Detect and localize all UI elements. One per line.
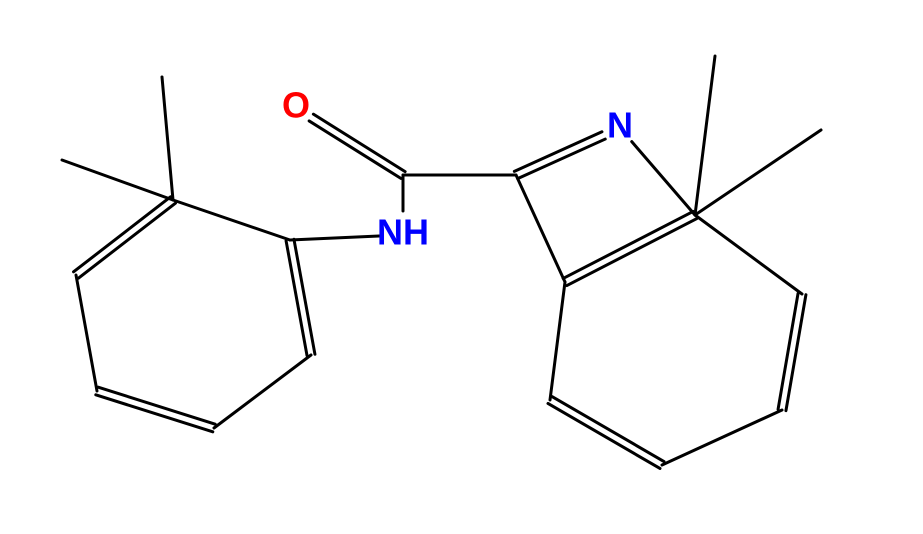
bond-line bbox=[662, 410, 782, 465]
bond-line bbox=[98, 387, 215, 424]
bond-layer bbox=[62, 56, 821, 468]
atom-label-npy: N bbox=[607, 105, 633, 146]
bond-line bbox=[214, 355, 311, 428]
bond-line bbox=[62, 160, 173, 200]
atom-label-o: O bbox=[282, 85, 310, 126]
bond-line bbox=[514, 132, 602, 172]
bond-line bbox=[567, 219, 697, 286]
bond-line bbox=[552, 397, 664, 462]
bond-line bbox=[290, 236, 379, 240]
bond-line bbox=[550, 282, 565, 400]
bond-line bbox=[516, 175, 565, 282]
bond-line bbox=[563, 211, 693, 278]
bond-line bbox=[632, 142, 695, 215]
molecule-diagram: O NH N bbox=[0, 0, 923, 534]
bond-line bbox=[695, 56, 715, 215]
bond-line bbox=[78, 203, 175, 278]
atom-label-ncar: NH bbox=[377, 212, 429, 253]
bond-line bbox=[74, 197, 171, 272]
bond-line bbox=[173, 200, 290, 240]
bond-line bbox=[313, 114, 405, 171]
bond-line bbox=[162, 77, 173, 200]
bond-line bbox=[96, 395, 213, 432]
atom-layer: O NH N bbox=[282, 85, 633, 253]
bond-line bbox=[309, 121, 401, 178]
bond-line bbox=[695, 130, 821, 215]
bond-line bbox=[76, 275, 97, 391]
bond-line bbox=[695, 215, 802, 294]
bond-line bbox=[548, 403, 660, 468]
bond-line bbox=[518, 139, 606, 179]
